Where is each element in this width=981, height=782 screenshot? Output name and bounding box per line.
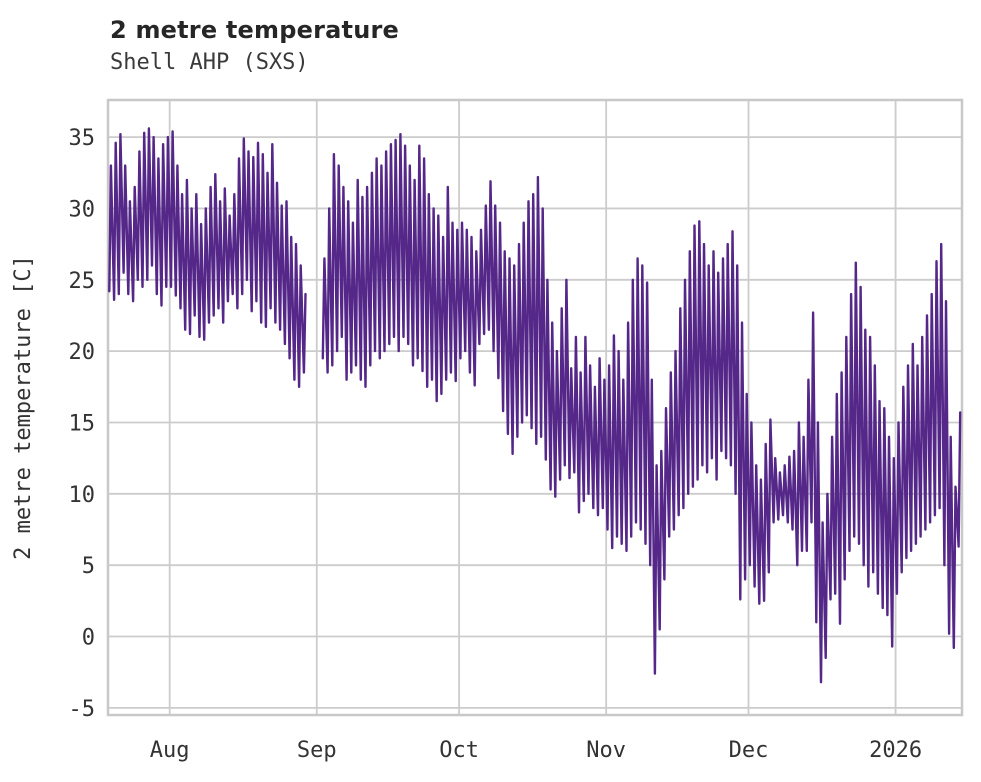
y-tick-label: 35 <box>69 126 96 151</box>
chart-title: 2 metre temperature <box>110 16 399 44</box>
x-tick-label: Nov <box>586 738 626 763</box>
y-tick-label: 5 <box>82 554 95 579</box>
x-tick-label: 2026 <box>869 738 922 763</box>
y-tick-label: 15 <box>69 411 96 436</box>
x-tick-label: Dec <box>729 738 769 763</box>
temperature-line <box>108 127 962 684</box>
x-tick-label: Sep <box>297 738 337 763</box>
y-tick-label: 20 <box>69 340 96 365</box>
y-axis-label: 2 metre temperature [C] <box>11 255 36 560</box>
plot-border <box>106 98 964 717</box>
chart-subtitle: Shell AHP (SXS) <box>110 50 309 75</box>
x-tick-label: Oct <box>439 738 479 763</box>
y-tick-label: -5 <box>69 697 96 722</box>
y-tick-label: 10 <box>69 483 96 508</box>
x-tick-label: Aug <box>150 738 190 763</box>
y-tick-label: 0 <box>82 626 95 651</box>
y-tick-label: 30 <box>69 197 96 222</box>
y-tick-label: 25 <box>69 269 96 294</box>
